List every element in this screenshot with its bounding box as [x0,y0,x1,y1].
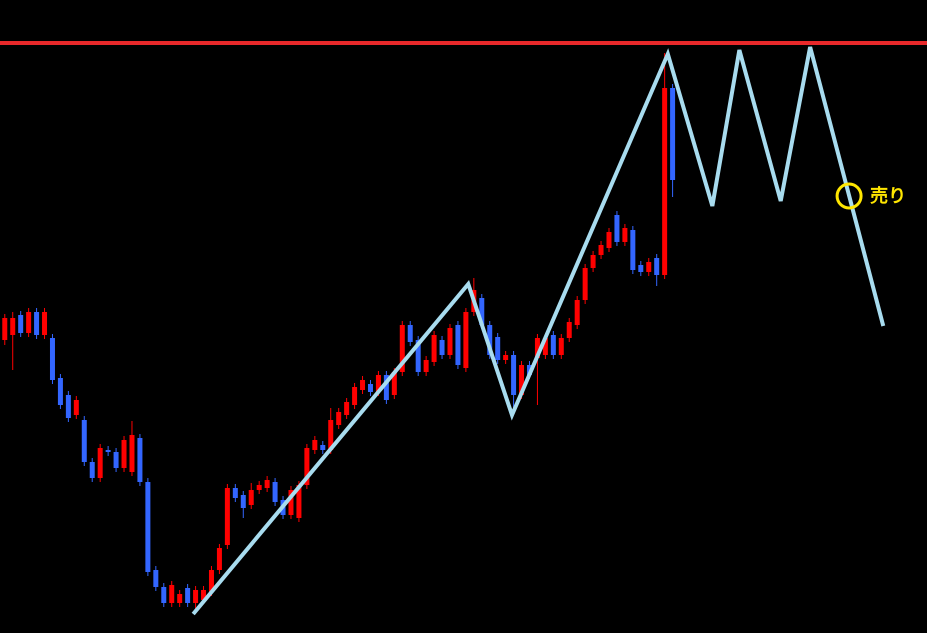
candle-body [73,400,79,415]
candle-body [42,312,48,335]
zigzag-line [191,46,886,616]
candle-body [296,485,302,518]
candle-body [97,448,103,478]
candle-body [26,312,32,333]
candle-body [153,570,159,587]
candle-body [431,335,437,362]
candle-body [105,450,111,452]
candle-body [423,360,429,372]
candle-body [18,315,24,333]
candle-body [542,338,548,355]
candle-body [487,325,493,355]
candle-body [81,420,87,462]
candle-body [606,232,612,248]
candle-body [399,325,405,372]
candle-body [89,462,95,478]
candle-body [272,482,278,502]
candle-body [479,298,485,325]
candle-body [137,438,143,482]
candle-body [407,325,413,342]
candle-body [503,355,509,360]
candle-body [145,482,151,572]
candle-body [185,588,191,603]
candle-body [582,268,588,300]
candle-body [447,328,453,355]
candle-body [391,372,397,395]
candle-body [201,590,207,600]
candle-body [240,495,246,508]
candle-body [415,340,421,372]
candle-body [264,480,270,488]
candle-body [312,440,318,450]
candle-body [598,245,604,255]
candle-body [383,375,389,400]
candle-body [367,384,373,392]
candle-body [439,340,445,355]
candle-body [208,570,214,592]
candle-body [614,215,620,242]
sell-marker [835,182,863,210]
candle-body [558,338,564,355]
candle-body [34,312,40,335]
candle-body [129,435,135,472]
candle-body [344,402,350,415]
candle-body [662,88,668,275]
candle-body [463,312,469,368]
candle-body [169,585,175,603]
candle-body [550,335,556,355]
candle-body [304,448,310,485]
candle-body [590,255,596,268]
candle-body [256,485,262,490]
candle-body [193,590,199,603]
candle-body [224,488,230,545]
candle-body [2,318,8,340]
candle-body [57,378,63,405]
candle-body [65,395,71,418]
candle-body [534,338,540,358]
candle-body [352,387,358,405]
candle-body [10,318,16,335]
candle-body [375,375,381,392]
candle-body [622,228,628,242]
candle-body [328,420,334,450]
candle-body [248,490,254,505]
candle-body [519,365,525,395]
candle-body [121,440,127,468]
candle-body [495,337,501,360]
candle-body [232,488,238,498]
candle-body [511,355,517,395]
candle-body [566,322,572,338]
candle-body [288,490,294,515]
candle-body [638,265,644,272]
candle-body [161,587,167,603]
candle-body [49,338,55,380]
candle-body [670,88,676,180]
sell-label: 売り [870,185,906,207]
candle-body [646,262,652,272]
candle-body [216,548,222,570]
candle-body [113,452,119,468]
candle-body [336,412,342,425]
candle-body [574,300,580,325]
candle-body [455,325,461,365]
candle-body [177,594,183,603]
candle-body [360,380,366,390]
candle-body [630,230,636,270]
candle-body [654,258,660,275]
candle-body [320,445,326,450]
